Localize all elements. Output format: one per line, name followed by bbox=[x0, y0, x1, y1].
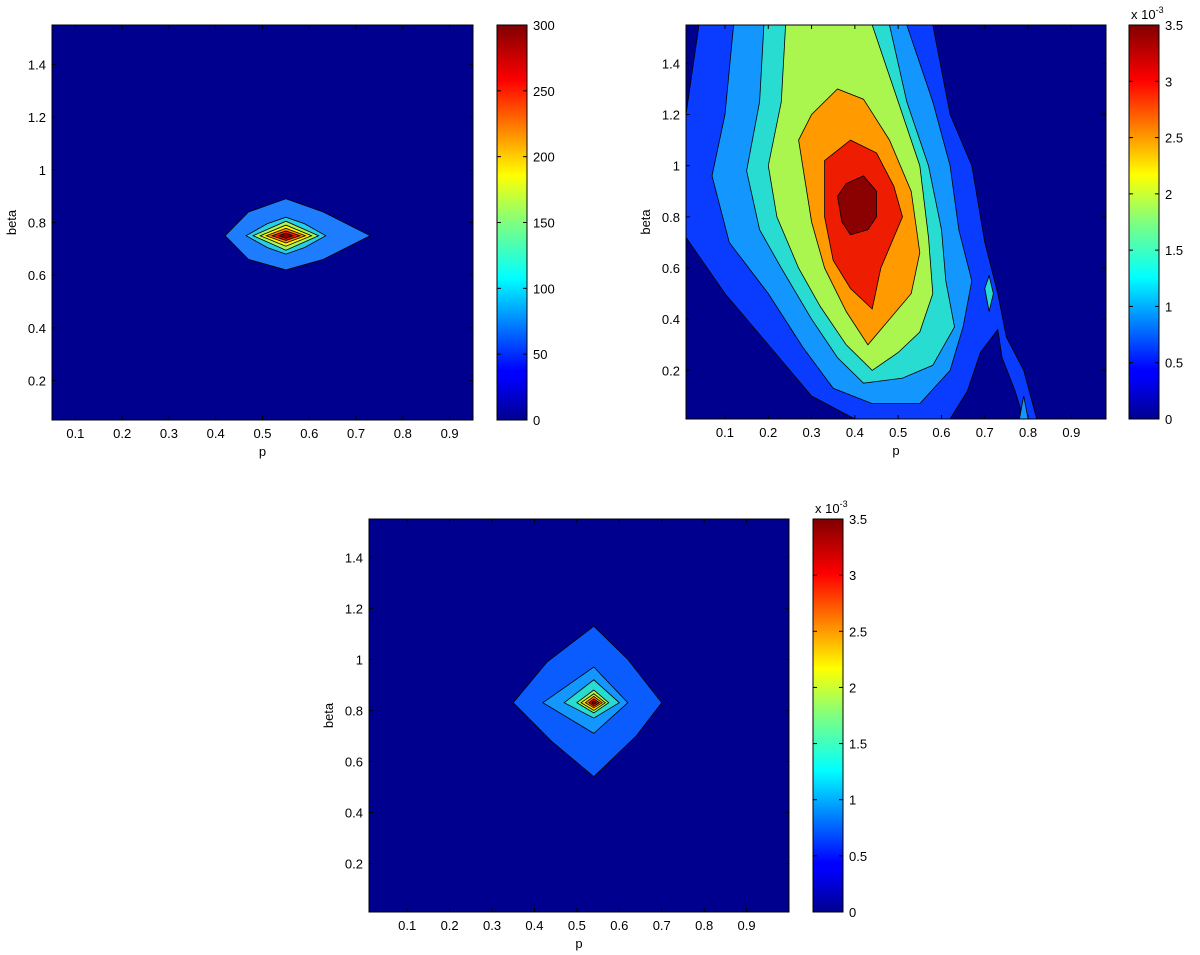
y-tick-label: 0.4 bbox=[28, 321, 46, 336]
y-tick-label: 1 bbox=[356, 652, 363, 667]
contour-levels bbox=[686, 25, 1038, 419]
x-tick-label: 0.4 bbox=[207, 426, 225, 441]
contour-level-8 bbox=[591, 700, 598, 705]
contour-level-8 bbox=[984, 274, 994, 312]
x-tick-label: 0.3 bbox=[483, 918, 501, 933]
colorbar-tick-label: 2.5 bbox=[849, 624, 867, 639]
colorbar-tick-label: 200 bbox=[533, 150, 555, 165]
y-tick-label: 1.2 bbox=[662, 108, 680, 123]
x-tick-label: 0.2 bbox=[759, 425, 777, 440]
x-tick-label: 0.8 bbox=[394, 426, 412, 441]
colorbar-tick-label: 300 bbox=[533, 18, 555, 33]
contour-levels bbox=[224, 198, 371, 271]
contour-chart-1: 0.1 0.2 0.3 0.4 0.5 0.6 0.7 0.8 0.9 0.2 0.4 0.6 0.8 1… bbox=[4, 18, 555, 459]
contour-level-7 bbox=[837, 175, 877, 236]
x-tick-label: 0.6 bbox=[932, 425, 950, 440]
y-axis-label: beta bbox=[321, 702, 336, 728]
colorbar-tick-label: 250 bbox=[533, 84, 555, 99]
colorbar-tick-label: 100 bbox=[533, 281, 555, 296]
y-tick-label: 1 bbox=[673, 159, 680, 174]
colorbar-tick-label: 1 bbox=[1165, 299, 1172, 314]
colorbar-tick-label: 3.5 bbox=[849, 512, 867, 527]
y-tick-label: 1.4 bbox=[28, 58, 46, 73]
y-tick-label: 0.6 bbox=[345, 754, 363, 769]
x-tick-label: 0.5 bbox=[253, 426, 271, 441]
colorbar-tick-label: 0 bbox=[849, 905, 856, 920]
y-tick-label: 0.8 bbox=[28, 216, 46, 231]
colorbar bbox=[496, 24, 528, 421]
x-tick-label: 0.7 bbox=[347, 426, 365, 441]
x-tick-label: 0.6 bbox=[610, 918, 628, 933]
colorbar-tick-label: 0.5 bbox=[849, 849, 867, 864]
x-tick-label: 0.1 bbox=[66, 426, 84, 441]
colorbar-exponent: x 10-3 bbox=[815, 499, 848, 516]
x-tick-label: 0.1 bbox=[716, 425, 734, 440]
x-tick-label: 0.9 bbox=[1062, 425, 1080, 440]
x-tick-label: 0.8 bbox=[1019, 425, 1037, 440]
y-tick-label: 0.6 bbox=[662, 261, 680, 276]
x-tick-label: 0.7 bbox=[976, 425, 994, 440]
x-tick-label: 0.9 bbox=[441, 426, 459, 441]
y-tick-label: 0.4 bbox=[345, 805, 363, 820]
colorbar-tick-label: 0 bbox=[533, 413, 540, 428]
x-tick-label: 0.8 bbox=[695, 918, 713, 933]
x-tick-label: 0.3 bbox=[160, 426, 178, 441]
x-tick-label: 0.6 bbox=[300, 426, 318, 441]
contour-chart-3: 0.1 0.2 0.3 0.4 0.5 0.6 0.7 0.8 0.9 0.2 0.4 0.6 0.8 1… bbox=[321, 499, 867, 951]
colorbar bbox=[812, 518, 844, 913]
y-axis-label: beta bbox=[638, 209, 653, 235]
plot-frame bbox=[685, 24, 1107, 420]
colorbar-tick-label: 2.5 bbox=[1165, 131, 1183, 146]
y-tick-label: 1.2 bbox=[28, 110, 46, 125]
x-tick-label: 0.2 bbox=[441, 918, 459, 933]
plot-frame bbox=[368, 518, 790, 913]
y-tick-label: 0.2 bbox=[345, 857, 363, 872]
x-axis-label: p bbox=[575, 936, 582, 951]
x-tick-label: 0.7 bbox=[653, 918, 671, 933]
colorbar-tick-label: 150 bbox=[533, 216, 555, 231]
x-tick-label: 0.5 bbox=[568, 918, 586, 933]
x-axis-label: p bbox=[892, 443, 899, 458]
colorbar-tick-label: 3.5 bbox=[1165, 18, 1183, 33]
y-axis-label: beta bbox=[4, 209, 19, 235]
colorbar-tick-label: 2 bbox=[1165, 187, 1172, 202]
x-tick-label: 0.4 bbox=[846, 425, 864, 440]
colorbar-tick-label: 3 bbox=[849, 568, 856, 583]
colorbar-tick-label: 0.5 bbox=[1165, 356, 1183, 371]
y-tick-label: 1.2 bbox=[345, 601, 363, 616]
colorbar-tick-label: 2 bbox=[849, 680, 856, 695]
contour-levels bbox=[512, 625, 663, 778]
y-tick-label: 1.4 bbox=[345, 550, 363, 565]
x-tick-label: 0.1 bbox=[398, 918, 416, 933]
colorbar-tick-label: 1.5 bbox=[849, 737, 867, 752]
contour-chart-2: 0.1 0.2 0.3 0.4 0.5 0.6 0.7 0.8 0.9 0.2 0.4 0.6 0.8 1… bbox=[638, 5, 1183, 458]
x-tick-label: 0.2 bbox=[113, 426, 131, 441]
x-tick-label: 0.9 bbox=[738, 918, 756, 933]
y-tick-label: 0.4 bbox=[662, 312, 680, 327]
x-axis-label: p bbox=[259, 444, 266, 459]
contour-level-7 bbox=[277, 232, 295, 239]
x-tick-label: 0.5 bbox=[889, 425, 907, 440]
y-tick-label: 0.6 bbox=[28, 268, 46, 283]
contour-level-9 bbox=[1018, 395, 1029, 419]
y-tick-label: 1 bbox=[39, 163, 46, 178]
colorbar-tick-label: 1.5 bbox=[1165, 243, 1183, 258]
x-tick-label: 0.4 bbox=[525, 918, 543, 933]
x-tick-label: 0.3 bbox=[803, 425, 821, 440]
y-tick-label: 0.2 bbox=[662, 363, 680, 378]
y-tick-label: 0.8 bbox=[662, 210, 680, 225]
colorbar-tick-label: 0 bbox=[1165, 412, 1172, 427]
colorbar-tick-label: 1 bbox=[849, 793, 856, 808]
colorbar bbox=[1128, 24, 1160, 420]
colorbar-exponent: x 10-3 bbox=[1131, 5, 1164, 22]
y-tick-label: 1.4 bbox=[662, 56, 680, 71]
y-tick-label: 0.2 bbox=[28, 374, 46, 389]
y-tick-label: 0.8 bbox=[345, 703, 363, 718]
colorbar-tick-label: 50 bbox=[533, 347, 547, 362]
colorbar-tick-label: 3 bbox=[1165, 74, 1172, 89]
